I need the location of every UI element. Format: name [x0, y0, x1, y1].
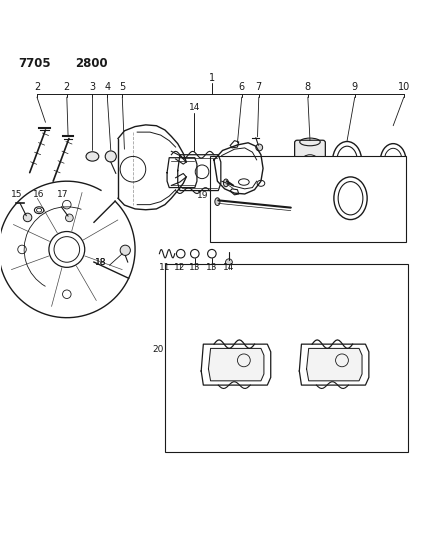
Text: 19: 19 [197, 190, 209, 199]
Circle shape [256, 144, 263, 151]
Text: 9: 9 [352, 82, 358, 92]
Text: 7705: 7705 [18, 57, 51, 70]
Text: 5: 5 [119, 82, 125, 92]
Text: 4: 4 [104, 82, 110, 92]
Text: 18: 18 [95, 259, 107, 268]
Circle shape [105, 151, 116, 162]
Text: 10: 10 [398, 82, 410, 92]
FancyBboxPatch shape [165, 264, 408, 452]
Text: 14: 14 [223, 263, 235, 272]
Text: 1: 1 [209, 72, 215, 83]
Ellipse shape [86, 152, 99, 161]
Circle shape [120, 245, 131, 255]
Text: 14: 14 [189, 103, 200, 112]
Text: 3: 3 [89, 82, 95, 92]
Text: 8: 8 [305, 82, 311, 92]
Polygon shape [306, 349, 362, 381]
Text: 7: 7 [256, 82, 262, 92]
Text: 17: 17 [57, 190, 68, 199]
Text: 12: 12 [174, 263, 186, 272]
Circle shape [23, 213, 32, 222]
FancyBboxPatch shape [210, 156, 406, 242]
Circle shape [65, 214, 73, 222]
Text: 6: 6 [239, 82, 245, 92]
Ellipse shape [223, 179, 229, 187]
Text: 15: 15 [11, 190, 23, 199]
Text: 2800: 2800 [75, 57, 108, 70]
Text: 18: 18 [95, 259, 107, 268]
Text: 13: 13 [206, 263, 217, 272]
Text: 16: 16 [33, 190, 45, 199]
Text: 2: 2 [64, 82, 70, 92]
Text: 20: 20 [152, 345, 163, 354]
Ellipse shape [215, 198, 220, 206]
FancyBboxPatch shape [294, 140, 325, 182]
Text: 2: 2 [34, 82, 40, 92]
Polygon shape [208, 349, 264, 381]
Text: 13: 13 [189, 263, 201, 272]
Text: 11: 11 [159, 263, 171, 272]
Circle shape [226, 259, 232, 265]
